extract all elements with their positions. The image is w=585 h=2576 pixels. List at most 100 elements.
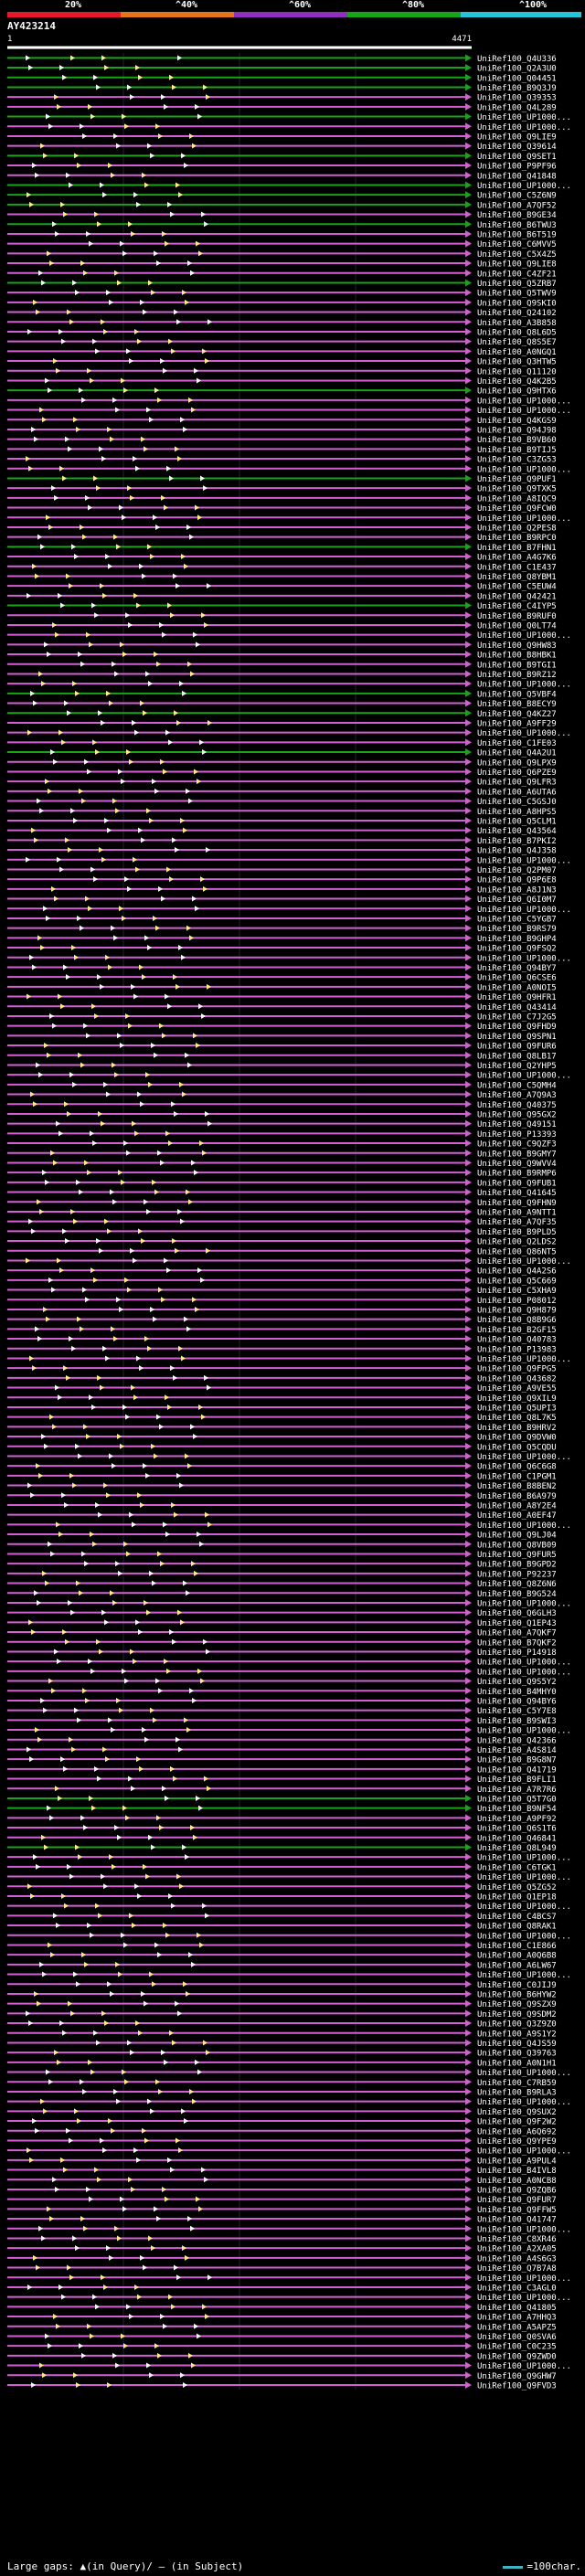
hit-row[interactable]: UniRef100_A4S6G3: [7, 2253, 557, 2264]
hit-label[interactable]: UniRef100_A8HPS5: [477, 808, 557, 817]
hit-label[interactable]: UniRef100_Q6GLH3: [477, 1609, 557, 1618]
hit-label[interactable]: UniRef100_Q39763: [477, 2050, 557, 2059]
hit-row[interactable]: UniRef100_Q9FHN9: [7, 1198, 557, 1208]
hit-row[interactable]: UniRef100_B9RZ12: [7, 670, 557, 680]
hit-row[interactable]: UniRef100_UP1000...: [7, 1726, 571, 1736]
hit-row[interactable]: UniRef100_B4IVL8: [7, 2166, 557, 2177]
hit-row[interactable]: UniRef100_C4ZF21: [7, 269, 557, 280]
hit-row[interactable]: UniRef100_Q9FVD3: [7, 2380, 557, 2391]
hit-label[interactable]: UniRef100_Q5C669: [477, 1277, 557, 1286]
hit-row[interactable]: UniRef100_P08012: [7, 1296, 557, 1306]
hit-label[interactable]: UniRef100_Q9ZWD0: [477, 2352, 557, 2361]
hit-row[interactable]: UniRef100_Q24102: [7, 308, 557, 319]
hit-row[interactable]: UniRef100_UP1000...: [7, 1667, 571, 1678]
hit-row[interactable]: UniRef100_UP1000...: [7, 112, 571, 123]
hit-label[interactable]: UniRef100_Q42421: [477, 592, 557, 601]
hit-label[interactable]: UniRef100_Q46841: [477, 1834, 557, 1843]
hit-row[interactable]: UniRef100_Q5C669: [7, 1276, 557, 1287]
hit-label[interactable]: UniRef100_UP1000...: [477, 123, 571, 133]
hit-label[interactable]: UniRef100_Q5CLM1: [477, 817, 557, 826]
hit-row[interactable]: UniRef100_P92237: [7, 1569, 557, 1580]
hit-row[interactable]: UniRef100_Q9S5Y2: [7, 1677, 557, 1688]
hit-label[interactable]: UniRef100_C5XHA9: [477, 1287, 557, 1296]
hit-label[interactable]: UniRef100_A4S814: [477, 1746, 557, 1755]
hit-row[interactable]: UniRef100_UP1000...: [7, 1256, 571, 1267]
hit-label[interactable]: UniRef100_Q95GX2: [477, 1110, 557, 1119]
hit-row[interactable]: UniRef100_B9HRV2: [7, 1423, 557, 1433]
hit-row[interactable]: UniRef100_B7PKI2: [7, 836, 557, 846]
hit-label[interactable]: UniRef100_Q43564: [477, 827, 557, 836]
hit-row[interactable]: UniRef100_B9GPD2: [7, 1560, 557, 1570]
hit-row[interactable]: UniRef100_Q41719: [7, 1765, 557, 1776]
hit-label[interactable]: UniRef100_Q8Z6N6: [477, 1580, 557, 1589]
hit-label[interactable]: UniRef100_Q86NT5: [477, 1247, 557, 1256]
hit-row[interactable]: UniRef100_Q4U336: [7, 54, 557, 64]
hit-row[interactable]: UniRef100_UP1000...: [7, 514, 571, 524]
hit-label[interactable]: UniRef100_Q3Z9Z0: [477, 2020, 557, 2030]
hit-row[interactable]: UniRef100_Q8L6D5: [7, 327, 557, 338]
hit-row[interactable]: UniRef100_Q8L7K5: [7, 1413, 557, 1424]
hit-label[interactable]: UniRef100_Q6CSE6: [477, 974, 557, 983]
hit-label[interactable]: UniRef100_A8Y2E4: [477, 1501, 557, 1511]
hit-label[interactable]: UniRef100_UP1000...: [477, 681, 571, 690]
hit-row[interactable]: UniRef100_P14918: [7, 1648, 557, 1658]
hit-label[interactable]: UniRef100_Q9FUR6: [477, 1043, 557, 1052]
hit-label[interactable]: UniRef100_A7QF35: [477, 1218, 557, 1227]
hit-row[interactable]: UniRef100_Q9HFR1: [7, 992, 557, 1003]
hit-row[interactable]: UniRef100_B6HYW2: [7, 1989, 557, 2000]
hit-label[interactable]: UniRef100_B8BEN2: [477, 1482, 557, 1491]
hit-label[interactable]: UniRef100_A9VE55: [477, 1384, 557, 1394]
hit-label[interactable]: UniRef100_A4S6G3: [477, 2254, 557, 2263]
hit-label[interactable]: UniRef100_Q8S5E7: [477, 338, 557, 347]
hit-label[interactable]: UniRef100_B9RMP6: [477, 1170, 557, 1179]
hit-row[interactable]: UniRef100_Q9FCW0: [7, 504, 557, 514]
hit-row[interactable]: UniRef100_Q5VBF4: [7, 689, 557, 700]
hit-label[interactable]: UniRef100_B9TGI1: [477, 661, 557, 670]
hit-label[interactable]: UniRef100_Q5TWV9: [477, 290, 557, 299]
hit-label[interactable]: UniRef100_UP1000...: [477, 954, 571, 963]
hit-label[interactable]: UniRef100_Q5T7G0: [477, 1795, 557, 1804]
hit-label[interactable]: UniRef100_B9Q3J9: [477, 84, 557, 93]
hit-row[interactable]: UniRef100_B7FHN1: [7, 543, 557, 553]
hit-row[interactable]: UniRef100_Q9HTX6: [7, 387, 557, 397]
hit-row[interactable]: UniRef100_P9PF96: [7, 162, 557, 172]
hit-label[interactable]: UniRef100_UP1000...: [477, 2294, 571, 2303]
hit-label[interactable]: UniRef100_Q9WVV4: [477, 1160, 557, 1169]
hit-row[interactable]: UniRef100_UP1000...: [7, 1853, 571, 1863]
hit-row[interactable]: UniRef100_UP1000...: [7, 2224, 571, 2235]
hit-label[interactable]: UniRef100_Q9DVW0: [477, 1434, 557, 1443]
hit-row[interactable]: UniRef100_Q9LFR3: [7, 778, 557, 788]
hit-label[interactable]: UniRef100_Q9GHW7: [477, 2372, 557, 2381]
hit-label[interactable]: UniRef100_B4MHY0: [477, 1688, 557, 1697]
hit-row[interactable]: UniRef100_Q5ZG52: [7, 1882, 557, 1892]
hit-row[interactable]: UniRef100_Q11120: [7, 366, 557, 377]
hit-row[interactable]: UniRef100_Q0LT74: [7, 620, 557, 631]
hit-row[interactable]: UniRef100_Q6C6G8: [7, 1462, 557, 1472]
hit-row[interactable]: UniRef100_Q3HTW5: [7, 357, 557, 367]
hit-label[interactable]: UniRef100_B9PLD5: [477, 1228, 557, 1237]
hit-row[interactable]: UniRef100_C5YGB7: [7, 914, 557, 925]
hit-label[interactable]: UniRef100_Q43414: [477, 1003, 557, 1012]
hit-label[interactable]: UniRef100_UP1000...: [477, 1727, 571, 1736]
hit-label[interactable]: UniRef100_A0NGQ1: [477, 348, 557, 357]
hit-label[interactable]: UniRef100_B2GF15: [477, 1326, 557, 1335]
hit-label[interactable]: UniRef100_C9QZF3: [477, 1140, 557, 1150]
hit-label[interactable]: UniRef100_A8J1N3: [477, 885, 557, 895]
hit-label[interactable]: UniRef100_A7Q9A3: [477, 1091, 557, 1100]
hit-label[interactable]: UniRef100_UP1000...: [477, 856, 571, 865]
hit-row[interactable]: UniRef100_C5GSJ0: [7, 797, 557, 808]
hit-label[interactable]: UniRef100_UP1000...: [477, 1903, 571, 1912]
hit-row[interactable]: UniRef100_Q6CSE6: [7, 973, 557, 983]
hit-row[interactable]: UniRef100_Q9SKI0: [7, 298, 557, 309]
hit-row[interactable]: UniRef100_B9RUF0: [7, 611, 557, 621]
hit-row[interactable]: UniRef100_Q8YBM1: [7, 572, 557, 582]
hit-row[interactable]: UniRef100_Q5T7G0: [7, 1794, 557, 1805]
hit-row[interactable]: UniRef100_B9Q3J9: [7, 83, 557, 93]
hit-label[interactable]: UniRef100_Q5VBF4: [477, 690, 557, 699]
hit-row[interactable]: UniRef100_C0C235: [7, 2342, 557, 2352]
hit-label[interactable]: UniRef100_Q5ZRB7: [477, 280, 557, 289]
hit-row[interactable]: UniRef100_Q3Z9Z0: [7, 2019, 557, 2030]
hit-label[interactable]: UniRef100_UP1000...: [477, 1659, 571, 1668]
hit-label[interactable]: UniRef100_UP1000...: [477, 1453, 571, 1462]
hit-label[interactable]: UniRef100_A5APZ5: [477, 2323, 557, 2332]
